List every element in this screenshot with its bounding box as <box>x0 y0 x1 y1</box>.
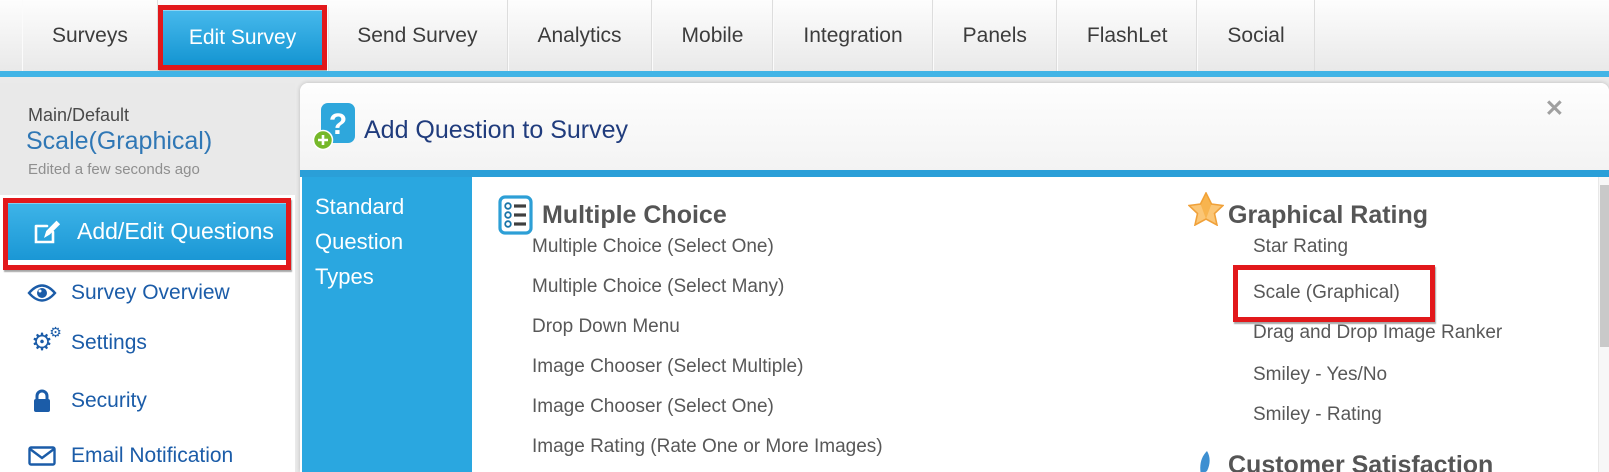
tab-edit-survey[interactable]: Edit Survey <box>157 5 328 70</box>
sidebar-item-label: Settings <box>71 331 147 354</box>
gears-icon: ⚙ ⚙ <box>31 324 62 356</box>
category-tab-standard-question-types[interactable]: Standard Question Types <box>302 177 472 472</box>
modal-scrollbar[interactable] <box>1598 177 1609 472</box>
sidebar-item-label: Security <box>71 389 147 412</box>
sidebar-item-survey-overview[interactable]: Survey Overview <box>0 278 295 308</box>
tab-flashlet[interactable]: FlashLet <box>1056 0 1198 71</box>
category-heading-multiple-choice: Multiple Choice <box>542 201 727 229</box>
question-type-multiple-choice-select-many[interactable]: Multiple Choice (Select Many) <box>532 276 785 297</box>
tab-send-survey[interactable]: Send Survey <box>327 0 508 71</box>
sidebar-item-settings[interactable]: ⚙ ⚙ Settings <box>0 324 295 358</box>
sidebar-item-security[interactable]: Security <box>0 386 295 416</box>
tab-analytics[interactable]: Analytics <box>507 0 652 71</box>
survey-info-block: Main/Default Scale(Graphical) Edited a f… <box>0 83 295 195</box>
question-type-multiple-choice-select-one[interactable]: Multiple Choice (Select One) <box>532 236 774 257</box>
sidebar-item-email-notification[interactable]: Email Notification <box>0 441 295 471</box>
survey-title: Scale(Graphical) <box>26 127 213 155</box>
modal-header-divider <box>300 170 1609 177</box>
sidebar-item-add-edit-questions[interactable]: Add/Edit Questions <box>8 203 286 260</box>
modal-header: ? Add Question to Survey ✕ <box>300 83 1609 170</box>
svg-text:?: ? <box>329 108 347 141</box>
question-type-scale-graphical[interactable]: Scale (Graphical) <box>1253 282 1400 303</box>
category-heading-graphical-rating: Graphical Rating <box>1228 201 1429 229</box>
question-type-image-rating[interactable]: Image Rating (Rate One or More Images) <box>532 436 883 457</box>
sidebar-item-label: Add/Edit Questions <box>77 218 274 244</box>
sidebar-item-label: Email Notification <box>71 444 234 467</box>
annotation-box-add-edit-questions: Add/Edit Questions <box>3 198 291 270</box>
tab-surveys[interactable]: Surveys <box>22 0 158 71</box>
eye-icon <box>27 283 57 303</box>
category-heading-customer-satisfaction: Customer Satisfaction <box>1228 451 1494 472</box>
close-icon[interactable]: ✕ <box>1544 95 1564 121</box>
tab-panels[interactable]: Panels <box>932 0 1057 71</box>
nav-underline-bar <box>0 71 1609 77</box>
tab-integration[interactable]: Integration <box>773 0 933 71</box>
envelope-icon <box>27 446 57 466</box>
question-type-star-rating[interactable]: Star Rating <box>1253 236 1349 257</box>
scrollbar-thumb[interactable] <box>1600 185 1609 347</box>
lock-icon <box>27 388 57 414</box>
add-question-icon: ? <box>312 101 358 156</box>
question-type-drag-drop-image-ranker[interactable]: Drag and Drop Image Ranker <box>1253 322 1503 343</box>
star-icon <box>1187 191 1225 231</box>
modal-title: Add Question to Survey <box>364 116 629 144</box>
tab-social[interactable]: Social <box>1197 0 1315 71</box>
add-question-modal: ? Add Question to Survey ✕ Standard Ques… <box>300 83 1609 472</box>
question-type-drop-down-menu[interactable]: Drop Down Menu <box>532 316 680 337</box>
edited-status: Edited a few seconds ago <box>28 161 200 178</box>
top-nav: Surveys Edit Survey Send Survey Analytic… <box>0 0 1609 71</box>
question-type-smiley-rating[interactable]: Smiley - Rating <box>1253 404 1382 425</box>
edit-pencil-icon <box>32 217 62 247</box>
breadcrumb: Main/Default <box>28 105 130 125</box>
sidebar-item-label: Survey Overview <box>71 281 230 304</box>
tab-mobile[interactable]: Mobile <box>651 0 774 71</box>
question-type-image-chooser-select-multiple[interactable]: Image Chooser (Select Multiple) <box>532 356 804 377</box>
customer-satisfaction-icon <box>1193 449 1217 472</box>
multiple-choice-icon <box>498 195 533 240</box>
question-type-image-chooser-select-one[interactable]: Image Chooser (Select One) <box>532 396 774 417</box>
question-type-smiley-yes-no[interactable]: Smiley - Yes/No <box>1253 364 1388 385</box>
